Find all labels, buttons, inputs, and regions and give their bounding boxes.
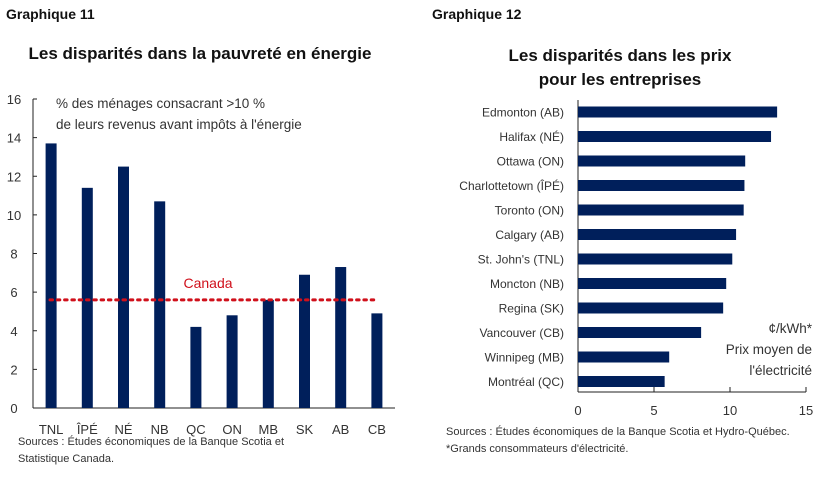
- bar-Moncton (NB): [578, 278, 727, 289]
- bar-ON: [226, 315, 238, 408]
- bar-St. John's (TNL): [578, 253, 733, 265]
- x-tick-label: AB: [332, 422, 349, 437]
- y-tick-label: 2: [10, 362, 17, 377]
- x-tick-label: SK: [296, 422, 314, 437]
- bar-TNL: [45, 143, 57, 408]
- chart1-annotation: % des ménages consacrant >10 % de leurs …: [56, 93, 302, 135]
- y-tick-label: Edmonton (AB): [482, 106, 564, 120]
- y-tick-label: Regina (SK): [499, 302, 564, 316]
- bar-AB: [335, 267, 347, 408]
- chart1-annotation-line2: de leurs revenus avant impôts à l'énergi…: [56, 117, 302, 132]
- y-tick-label: Halifax (NÉ): [499, 129, 564, 144]
- chart2-sources-text: Sources : Études économiques de la Banqu…: [446, 426, 790, 438]
- x-tick-label: 5: [650, 403, 657, 418]
- bar-Toronto (ON): [578, 204, 744, 216]
- y-tick-label: 12: [7, 169, 21, 184]
- y-tick-label: 10: [7, 208, 21, 223]
- y-tick-label: Vancouver (CB): [480, 326, 564, 340]
- bar-Calgary (AB): [578, 229, 737, 240]
- x-tick-label: QC: [186, 422, 206, 437]
- chart2-annotation-line1: ¢/kWh*: [768, 321, 812, 336]
- y-tick-label: Toronto (ON): [495, 204, 564, 218]
- chart2-title-line1: Les disparités dans les prix: [508, 46, 732, 65]
- chart2-title: Les disparités dans les prix pour les en…: [470, 44, 770, 92]
- y-tick-label: Charlottetown (ÎPÉ): [459, 178, 564, 193]
- y-tick-label: 8: [10, 247, 17, 262]
- x-tick-label: 15: [799, 403, 813, 418]
- y-tick-label: Ottawa (ON): [497, 155, 564, 169]
- bar-Winnipeg (MB): [578, 351, 670, 363]
- bar-Edmonton (AB): [578, 106, 778, 118]
- bar-ÎPÉ: [81, 187, 93, 408]
- chart1-title: Les disparités dans la pauvreté en énerg…: [28, 44, 372, 63]
- bar-Vancouver (CB): [578, 327, 702, 338]
- y-tick-label: 16: [7, 92, 21, 107]
- bar-Montréal (QC): [578, 376, 665, 387]
- bar-Ottawa (ON): [578, 155, 746, 167]
- chart1-annotation-line1: % des ménages consacrant >10 %: [56, 96, 265, 111]
- x-tick-label: CB: [368, 422, 386, 437]
- chart2-annotation-line2: Prix moyen de: [725, 342, 812, 357]
- x-tick-label: NB: [151, 422, 169, 437]
- chart2-label: Graphique 12: [432, 6, 522, 22]
- bar-Halifax (NÉ): [578, 131, 772, 142]
- x-tick-label: NÉ: [114, 422, 132, 437]
- chart2-sources: Sources : Études économiques de la Banqu…: [446, 424, 816, 458]
- x-tick-label: TNL: [39, 422, 64, 437]
- bar-CB: [371, 313, 383, 408]
- x-tick-label: 0: [574, 403, 581, 418]
- bar-MB: [262, 299, 274, 408]
- y-tick-label: Montréal (QC): [488, 375, 564, 389]
- y-tick-label: 0: [10, 401, 17, 416]
- y-tick-label: 14: [7, 131, 21, 146]
- chart2-annotation-line3: l'électricité: [749, 363, 812, 378]
- reference-line-label: Canada: [183, 275, 232, 291]
- y-tick-label: 6: [10, 285, 17, 300]
- y-tick-label: Winnipeg (MB): [485, 351, 564, 365]
- bar-QC: [190, 326, 202, 408]
- chart2-annotation: ¢/kWh* Prix moyen de l'électricité: [700, 318, 812, 381]
- chart1-label: Graphique 11: [6, 6, 95, 22]
- bar-Charlottetown (ÎPÉ): [578, 180, 745, 191]
- bar-NÉ: [118, 166, 129, 408]
- bar-Regina (SK): [578, 302, 724, 314]
- bar-SK: [299, 274, 310, 408]
- x-tick-label: 10: [723, 403, 737, 418]
- x-tick-label: ÎPÉ: [76, 422, 98, 437]
- chart2-footnote: *Grands consommateurs d'électricité.: [446, 443, 629, 455]
- chart2-title-line2: pour les entreprises: [538, 70, 702, 89]
- bar-NB: [154, 201, 166, 408]
- y-tick-label: Moncton (NB): [490, 277, 564, 291]
- chart1-sources: Sources : Études économiques de la Banqu…: [18, 436, 285, 465]
- y-tick-label: Calgary (AB): [495, 228, 564, 242]
- y-tick-label: 4: [10, 324, 17, 339]
- y-tick-label: St. John's (TNL): [478, 253, 564, 267]
- x-tick-label: ON: [222, 422, 242, 437]
- x-tick-label: MB: [259, 422, 279, 437]
